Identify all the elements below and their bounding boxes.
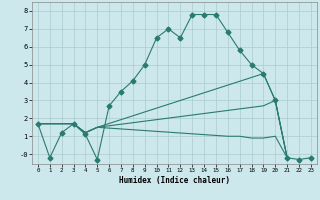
X-axis label: Humidex (Indice chaleur): Humidex (Indice chaleur) [119,176,230,185]
